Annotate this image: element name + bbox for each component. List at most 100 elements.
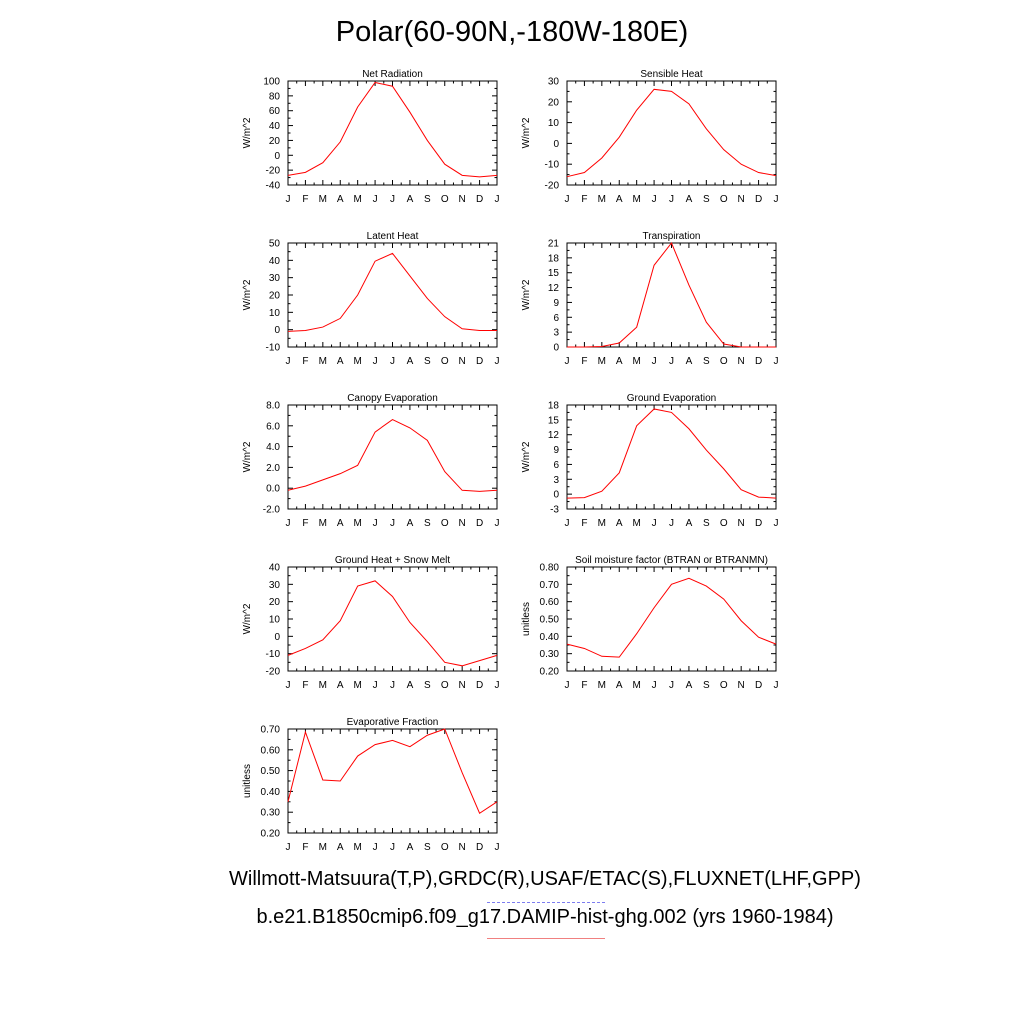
x-tick-label: J (565, 356, 570, 367)
y-tick-label: 10 (269, 615, 281, 626)
x-tick-label: J (286, 680, 291, 691)
x-tick-label: A (686, 356, 693, 367)
x-tick-label: D (476, 356, 483, 367)
y-tick-label: 20 (269, 597, 281, 608)
x-tick-label: J (652, 356, 657, 367)
series-line (287, 728, 498, 814)
x-tick-label: F (581, 356, 587, 367)
plot-frame (287, 242, 498, 348)
plot-frame (566, 566, 777, 672)
x-tick-label: A (407, 194, 414, 205)
x-tick-label: S (703, 680, 710, 691)
x-tick-label: M (632, 518, 640, 529)
x-tick-label: A (686, 680, 693, 691)
x-tick-label: O (720, 356, 728, 367)
x-tick-label: J (565, 518, 570, 529)
x-tick-label: J (669, 356, 674, 367)
chart-title: Soil moisture factor (BTRAN or BTRANMN) (575, 555, 768, 566)
y-tick-label: -10 (266, 649, 281, 660)
y-tick-label: 0 (553, 139, 559, 150)
x-tick-label: D (476, 518, 483, 529)
y-tick-label: -20 (266, 166, 281, 177)
x-tick-label: A (407, 680, 414, 691)
y-tick-label: 21 (548, 239, 560, 250)
y-tick-label: 20 (269, 291, 281, 302)
x-tick-label: A (407, 842, 414, 853)
x-tick-label: A (337, 842, 344, 853)
x-tick-label: M (319, 680, 327, 691)
y-tick-label: 0 (274, 632, 280, 643)
y-tick-label: 0.60 (261, 745, 281, 756)
y-axis-label: W/m^2 (521, 441, 532, 472)
x-tick-label: S (424, 194, 431, 205)
plot-frame (566, 242, 777, 348)
x-tick-label: A (686, 194, 693, 205)
x-tick-label: O (441, 842, 449, 853)
x-tick-label: M (632, 194, 640, 205)
y-tick-label: 15 (548, 268, 560, 279)
x-tick-label: O (720, 680, 728, 691)
x-tick-label: J (373, 842, 378, 853)
y-tick-label: 0 (553, 490, 559, 501)
series-line (287, 252, 497, 332)
x-tick-label: M (319, 842, 327, 853)
y-tick-label: 20 (548, 97, 560, 108)
y-tick-label: 15 (548, 415, 560, 426)
y-tick-label: 0.70 (540, 580, 560, 591)
x-tick-label: M (353, 356, 361, 367)
x-tick-label: F (302, 680, 308, 691)
y-tick-label: 0.70 (261, 725, 281, 736)
x-tick-label: N (738, 518, 745, 529)
x-tick-label: D (476, 194, 483, 205)
x-tick-label: D (476, 842, 483, 853)
x-tick-label: M (353, 518, 361, 529)
plot-frame (287, 566, 498, 672)
x-tick-label: O (441, 356, 449, 367)
x-tick-label: J (390, 680, 395, 691)
y-tick-label: 0.40 (540, 632, 560, 643)
series-line (566, 577, 777, 658)
x-tick-label: M (353, 842, 361, 853)
y-tick-label: 9 (553, 445, 559, 456)
series-line (287, 418, 498, 492)
x-tick-label: A (337, 518, 344, 529)
y-tick-label: 0.20 (261, 829, 281, 840)
y-tick-label: 2.0 (266, 463, 280, 474)
x-tick-label: J (669, 680, 674, 691)
y-tick-label: 6.0 (266, 421, 280, 432)
y-tick-label: 0 (274, 325, 280, 336)
x-tick-label: J (495, 356, 500, 367)
x-tick-label: J (669, 194, 674, 205)
x-tick-label: M (319, 518, 327, 529)
x-tick-label: M (598, 680, 606, 691)
x-tick-label: N (459, 518, 466, 529)
x-tick-label: M (319, 356, 327, 367)
page-title: Polar(60-90N,-180W-180E) (335, 16, 689, 48)
y-tick-label: 10 (548, 118, 560, 129)
y-tick-label: 12 (548, 430, 560, 441)
x-tick-label: N (738, 356, 745, 367)
y-tick-label: -20 (545, 181, 560, 192)
y-tick-label: 0.60 (540, 597, 560, 608)
x-tick-label: J (373, 680, 378, 691)
y-tick-label: 18 (548, 253, 560, 264)
y-tick-label: 30 (269, 580, 281, 591)
y-tick-label: -3 (550, 505, 559, 516)
y-tick-label: 12 (548, 283, 560, 294)
x-tick-label: M (598, 518, 606, 529)
x-tick-label: S (424, 356, 431, 367)
y-tick-label: 0 (274, 151, 280, 162)
x-tick-label: F (302, 518, 308, 529)
x-tick-label: J (390, 356, 395, 367)
x-tick-label: J (373, 356, 378, 367)
x-tick-label: N (738, 680, 745, 691)
chart-title: Net Radiation (362, 69, 423, 80)
y-tick-label: -2.0 (263, 505, 281, 516)
x-tick-label: S (424, 680, 431, 691)
y-tick-label: -20 (266, 667, 281, 678)
x-tick-label: M (598, 356, 606, 367)
